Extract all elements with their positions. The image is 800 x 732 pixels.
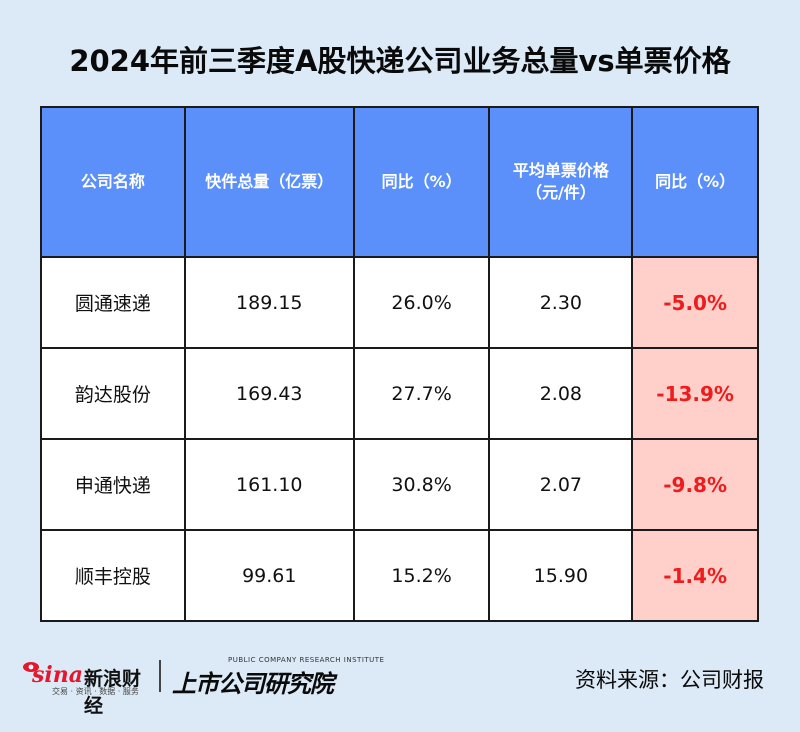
sina-eye-icon: [23, 662, 39, 672]
sina-finance-name: 新浪财经: [84, 668, 142, 717]
cell-price-yoy: -5.0%: [631, 256, 759, 349]
header-company: 公司名称: [40, 106, 186, 258]
cell-volume: 189.15: [183, 256, 355, 349]
cell-volume: 161.10: [183, 438, 355, 531]
cell-volume: 99.61: [183, 529, 355, 622]
sina-finance-logo: sina 新浪财经 交易 · 资讯 · 数据 · 服务: [22, 656, 152, 717]
cell-price: 2.07: [488, 438, 634, 531]
header-volume-yoy: 同比（%）: [352, 106, 491, 258]
header-price: 平均单票价格 （元/件）: [488, 106, 634, 258]
cell-price-yoy: -9.8%: [631, 438, 759, 531]
institute-chinese-name: 上市公司研究院: [172, 670, 334, 698]
table-header-row: 公司名称 快件总量（亿票） 同比（%） 平均单票价格 （元/件） 同比（%）: [40, 106, 759, 258]
institute-english-name: PUBLIC COMPANY RESEARCH INSTITUTE: [228, 656, 385, 664]
cell-company: 顺丰控股: [40, 529, 186, 622]
sina-tagline: 交易 · 资讯 · 数据 · 服务: [52, 687, 139, 696]
cell-price-yoy: -13.9%: [631, 347, 759, 440]
header-price-yoy: 同比（%）: [631, 106, 759, 258]
table-row: 韵达股份 169.43 27.7% 2.08 -13.9%: [40, 347, 759, 440]
sina-wordmark: sina: [32, 662, 83, 688]
data-table: 公司名称 快件总量（亿票） 同比（%） 平均单票价格 （元/件） 同比（%） 圆…: [40, 106, 759, 622]
header-volume: 快件总量（亿票）: [183, 106, 355, 258]
cell-price: 15.90: [488, 529, 634, 622]
cell-volume-yoy: 27.7%: [352, 347, 491, 440]
cell-volume: 169.43: [183, 347, 355, 440]
cell-volume-yoy: 15.2%: [352, 529, 491, 622]
page-title: 2024年前三季度A股快递公司业务总量vs单票价格: [69, 44, 731, 78]
cell-company: 韵达股份: [40, 347, 186, 440]
table-row: 申通快递 161.10 30.8% 2.07 -9.8%: [40, 438, 759, 531]
cell-volume-yoy: 30.8%: [352, 438, 491, 531]
logo-divider: [159, 660, 161, 692]
research-institute-logo: PUBLIC COMPANY RESEARCH INSTITUTE 上市公司研究…: [172, 654, 384, 698]
cell-price: 2.08: [488, 347, 634, 440]
source-note: 资料来源：公司财报: [575, 668, 764, 692]
cell-volume-yoy: 26.0%: [352, 256, 491, 349]
cell-price: 2.30: [488, 256, 634, 349]
cell-company: 圆通速递: [40, 256, 186, 349]
footer: sina 新浪财经 交易 · 资讯 · 数据 · 服务 PUBLIC COMPA…: [0, 648, 800, 717]
table-row: 圆通速递 189.15 26.0% 2.30 -5.0%: [40, 256, 759, 349]
table-row: 顺丰控股 99.61 15.2% 15.90 -1.4%: [40, 529, 759, 622]
cell-price-yoy: -1.4%: [631, 529, 759, 622]
cell-company: 申通快递: [40, 438, 186, 531]
